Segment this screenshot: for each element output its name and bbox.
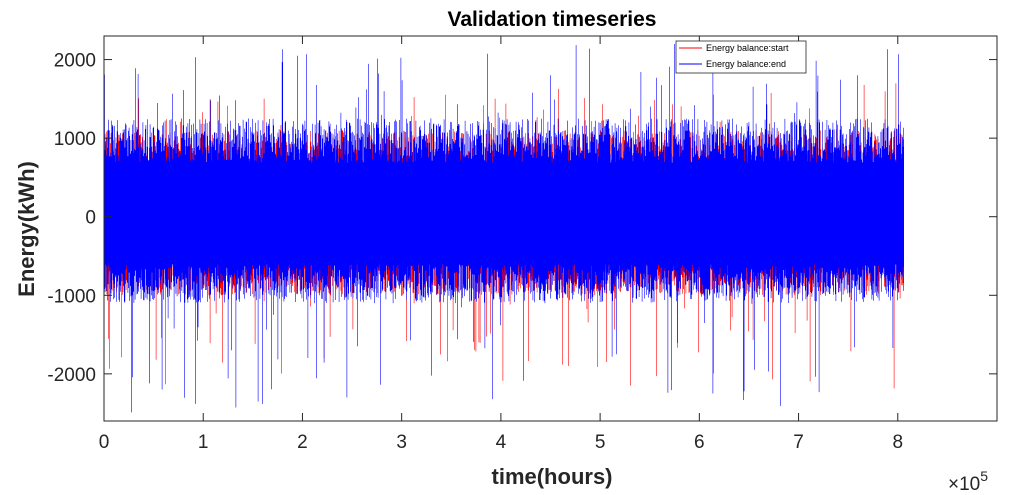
x-exponent-base: ×10 <box>948 474 980 495</box>
x-axis: 0 1 2 3 4 5 6 7 8 <box>99 36 903 453</box>
x-tick-label: 6 <box>694 432 705 453</box>
plot-frame <box>103 35 998 422</box>
x-exponent: ×105 <box>948 468 988 495</box>
series-layer <box>104 44 904 413</box>
x-exponent-power: 5 <box>980 468 988 484</box>
x-tick-label: 8 <box>892 432 903 453</box>
series-end-line <box>104 44 904 413</box>
legend: Energy balance:start Energy balance:end <box>675 40 807 74</box>
x-tick-label: 1 <box>198 432 209 453</box>
x-tick-label: 2 <box>297 432 308 453</box>
y-tick-label: -2000 <box>47 365 96 386</box>
chart-title: Validation timeseries <box>448 8 657 31</box>
legend-label-end: Energy balance:end <box>706 59 786 69</box>
x-tick-label: 3 <box>396 432 407 453</box>
y-axis: -2000 -1000 0 1000 2000 <box>47 51 997 386</box>
y-tick-label: 1000 <box>54 129 96 150</box>
y-tick-label: 2000 <box>54 51 96 72</box>
legend-label-start: Energy balance:start <box>706 43 789 53</box>
x-tick-label: 0 <box>99 432 110 453</box>
x-axis-label: time(hours) <box>492 464 613 489</box>
x-tick-label: 7 <box>793 432 804 453</box>
x-tick-label: 5 <box>595 432 606 453</box>
y-tick-label: -1000 <box>47 286 96 307</box>
legend-box <box>675 40 807 74</box>
y-tick-label: 0 <box>85 208 96 229</box>
y-axis-label: Energy(kWh) <box>14 161 39 297</box>
x-tick-label: 4 <box>496 432 507 453</box>
